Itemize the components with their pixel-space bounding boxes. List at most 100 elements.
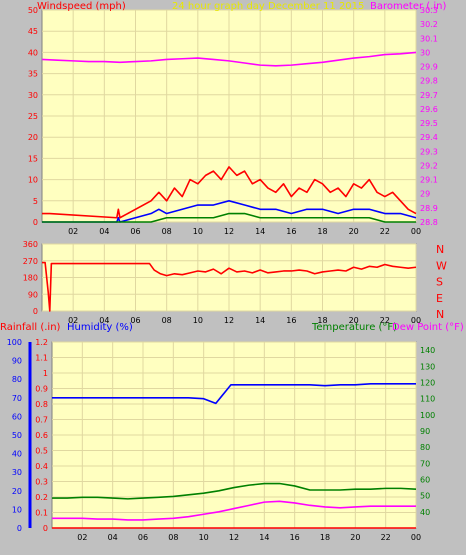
x-tick-label: 10 — [193, 227, 203, 236]
humidity-tick-label: 100 — [7, 338, 22, 347]
compass-label: W — [436, 259, 447, 272]
wind-series — [41, 51, 417, 223]
x-tick-label: 04 — [99, 316, 109, 325]
left-tick-label: 1.1 — [35, 354, 48, 363]
humidity-tick-label: 90 — [12, 357, 22, 366]
x-tick-label: 14 — [259, 533, 269, 542]
right-tick-label: 140 — [420, 346, 435, 355]
left-tick-label: 0.3 — [35, 478, 48, 487]
left-tick-label: 1 — [43, 369, 48, 378]
right-tick-label: 120 — [420, 378, 435, 387]
wind-barometer-panel: 02 04 06 08 10 12 14 16 18 20 22 000510152025303540… — [28, 1, 447, 236]
rht-grid — [52, 341, 417, 529]
x-tick-label: 12 — [229, 533, 239, 542]
left-tick-label: 40 — [28, 48, 38, 57]
right-tick-label: 110 — [420, 395, 435, 404]
left-tick-label: 360 — [23, 240, 38, 249]
x-tick-label: 16 — [286, 316, 296, 325]
x-tick-label: 14 — [255, 227, 265, 236]
right-tick-label: 90 — [420, 427, 430, 436]
humidity-tick-label: 40 — [12, 450, 22, 459]
humidity-tick-label: 50 — [12, 431, 22, 440]
right-tick-label: 50 — [420, 492, 430, 501]
left-tick-label: 50 — [28, 6, 38, 15]
right-tick-label: 29.6 — [420, 105, 438, 114]
humidity-tick-label: 80 — [12, 375, 22, 384]
right-tick-label: 29 — [420, 190, 430, 199]
left-tick-label: 10 — [28, 176, 38, 185]
right-tick-label: 29.1 — [420, 176, 438, 185]
x-tick-label: 00 — [411, 227, 421, 236]
right-tick-label: 29.8 — [420, 77, 438, 86]
series-line — [52, 500, 416, 521]
left-tick-label: 0 — [33, 218, 38, 227]
x-tick-label: 22 — [381, 533, 391, 542]
right-tick-label: 29.5 — [420, 119, 438, 128]
humidity-tick-label: 60 — [12, 412, 22, 421]
right-tick-label: 30.1 — [420, 34, 438, 43]
x-tick-label: 18 — [320, 533, 330, 542]
x-tick-label: 00 — [411, 533, 421, 542]
series-line — [42, 166, 417, 219]
rainfall-axis-label: Rainfall (.in) — [0, 322, 61, 333]
x-tick-label: 12 — [224, 227, 234, 236]
right-tick-label: 29.3 — [420, 147, 438, 156]
right-tick-label: 28.8 — [420, 218, 438, 227]
x-tick-label: 22 — [380, 316, 390, 325]
right-tick-label: 100 — [420, 411, 435, 420]
rht-axes: 02 04 06 08 10 12 14 16 18 20 22 0000.10.20.30.40.5… — [7, 338, 436, 542]
x-tick-label: 20 — [349, 316, 359, 325]
right-tick-label: 60 — [420, 475, 430, 484]
x-tick-label: 08 — [162, 227, 172, 236]
left-tick-label: 45 — [28, 27, 38, 36]
temperature-axis-label: Temperature (°F) — [311, 322, 397, 333]
right-tick-label: 29.7 — [420, 91, 438, 100]
wind-grid — [42, 9, 417, 223]
left-tick-label: 0.7 — [35, 416, 48, 425]
x-tick-label: 02 — [68, 227, 78, 236]
left-tick-label: 5 — [33, 197, 38, 206]
left-tick-label: 25 — [28, 112, 38, 121]
left-tick-label: 35 — [28, 70, 38, 79]
x-tick-label: 06 — [138, 533, 148, 542]
series-line — [41, 51, 417, 67]
right-tick-label: 130 — [420, 362, 435, 371]
left-tick-label: 15 — [28, 154, 38, 163]
humidity-axis-label: Humidity (%) — [67, 322, 133, 333]
humidity-tick-label: 0 — [17, 524, 22, 533]
humidity-tick-label: 30 — [12, 468, 22, 477]
humidity-tick-label: 20 — [12, 487, 22, 496]
compass-label: N — [436, 308, 444, 321]
x-tick-label: 14 — [255, 316, 265, 325]
compass-label: S — [436, 276, 443, 289]
left-tick-label: 0.8 — [35, 400, 48, 409]
right-tick-label: 29.9 — [420, 63, 438, 72]
series-line — [52, 383, 416, 405]
x-tick-label: 20 — [350, 533, 360, 542]
x-tick-label: 16 — [290, 533, 300, 542]
x-tick-label: 10 — [193, 316, 203, 325]
x-tick-label: 20 — [349, 227, 359, 236]
dewpoint-axis-label: Dew Point (°F) — [392, 322, 464, 333]
right-tick-label: 30.3 — [420, 6, 438, 15]
left-tick-label: 0.9 — [35, 385, 48, 394]
left-tick-label: 0 — [33, 307, 38, 316]
left-tick-label: 0.4 — [35, 462, 48, 471]
series-line — [42, 212, 416, 223]
x-tick-label: 18 — [317, 316, 327, 325]
humidity-tick-label: 10 — [12, 505, 22, 514]
left-tick-label: 20 — [28, 133, 38, 142]
direction-series — [42, 261, 417, 312]
x-tick-label: 00 — [411, 316, 421, 325]
direction-grid — [42, 243, 417, 312]
x-tick-label: 06 — [130, 316, 140, 325]
left-tick-label: 0.1 — [35, 509, 48, 518]
chart-title: 24 hour graph day December 11 2015 — [172, 1, 364, 12]
humidity-tick-label: 70 — [12, 394, 22, 403]
x-tick-label: 02 — [77, 533, 87, 542]
left-tick-label: 0.6 — [35, 431, 48, 440]
right-tick-label: 28.9 — [420, 204, 438, 213]
